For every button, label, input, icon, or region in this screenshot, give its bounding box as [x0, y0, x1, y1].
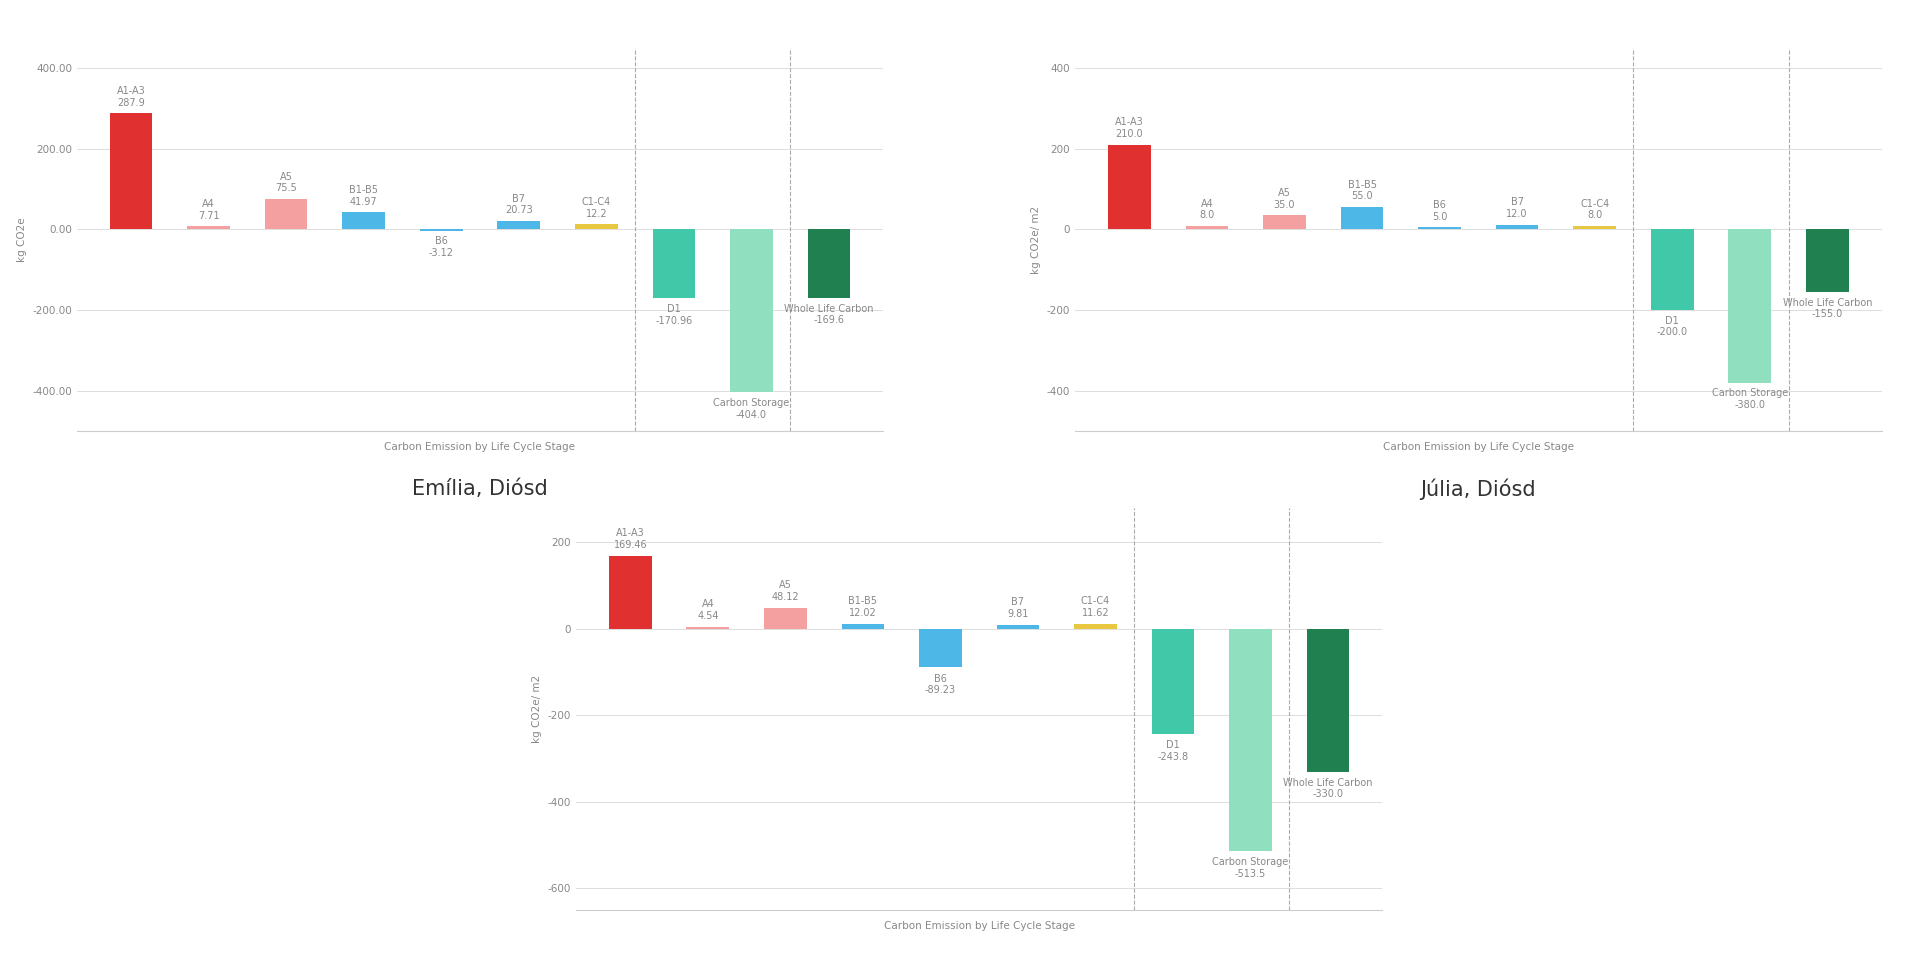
Text: A5
75.5: A5 75.5 — [275, 171, 298, 194]
Text: B1-B5
41.97: B1-B5 41.97 — [349, 185, 378, 207]
Bar — [808, 229, 851, 298]
Text: C1-C4
11.62: C1-C4 11.62 — [1081, 596, 1110, 618]
Bar — [1152, 628, 1194, 735]
Text: Júlia, Diósd: Júlia, Diósd — [1421, 479, 1536, 500]
Bar — [653, 229, 695, 298]
Bar — [1419, 227, 1461, 229]
Bar — [420, 229, 463, 231]
Text: B6
-89.23: B6 -89.23 — [925, 673, 956, 696]
Bar — [996, 625, 1039, 628]
Bar — [188, 226, 230, 229]
Bar — [920, 628, 962, 668]
Bar — [1308, 628, 1350, 771]
Text: A1-A3
210.0: A1-A3 210.0 — [1116, 118, 1144, 139]
Bar — [1651, 229, 1693, 310]
Bar — [1187, 226, 1229, 229]
Text: A1-A3
287.9: A1-A3 287.9 — [117, 86, 146, 107]
Y-axis label: kg CO2e/ m2: kg CO2e/ m2 — [532, 674, 541, 743]
Bar — [1340, 207, 1384, 229]
Text: D1
-243.8: D1 -243.8 — [1158, 741, 1188, 762]
Bar — [1807, 229, 1849, 292]
X-axis label: Carbon Emission by Life Cycle Stage: Carbon Emission by Life Cycle Stage — [1382, 443, 1574, 452]
Text: Emília, Diósd: Emília, Diósd — [413, 479, 547, 499]
Text: A5
35.0: A5 35.0 — [1273, 188, 1296, 210]
Text: B7
20.73: B7 20.73 — [505, 194, 532, 216]
Text: Whole Life Carbon
-169.6: Whole Life Carbon -169.6 — [783, 304, 874, 325]
Bar — [1496, 224, 1538, 229]
Text: C1-C4
12.2: C1-C4 12.2 — [582, 197, 611, 218]
Bar — [109, 113, 152, 229]
Text: A1-A3
169.46: A1-A3 169.46 — [614, 528, 647, 550]
Bar — [1572, 226, 1617, 229]
Bar — [342, 213, 386, 229]
Bar — [574, 224, 618, 229]
Y-axis label: kg CO2e/ m2: kg CO2e/ m2 — [1031, 205, 1041, 274]
Bar — [764, 608, 806, 628]
Text: A4
4.54: A4 4.54 — [697, 600, 718, 621]
Bar — [730, 229, 772, 393]
Text: Carbon Storage
-404.0: Carbon Storage -404.0 — [712, 399, 789, 420]
Text: Whole Life Carbon
-330.0: Whole Life Carbon -330.0 — [1283, 778, 1373, 799]
Bar — [1728, 229, 1770, 382]
X-axis label: Carbon Emission by Life Cycle Stage: Carbon Emission by Life Cycle Stage — [883, 922, 1075, 931]
Text: C1-C4
8.0: C1-C4 8.0 — [1580, 199, 1609, 220]
Text: Whole Life Carbon
-155.0: Whole Life Carbon -155.0 — [1782, 298, 1872, 319]
Text: Carbon Storage
-380.0: Carbon Storage -380.0 — [1711, 388, 1788, 410]
Text: A4
7.71: A4 7.71 — [198, 199, 219, 220]
X-axis label: Carbon Emission by Life Cycle Stage: Carbon Emission by Life Cycle Stage — [384, 443, 576, 452]
Bar — [1263, 216, 1306, 229]
Text: D1
-170.96: D1 -170.96 — [655, 304, 693, 326]
Text: B6
-3.12: B6 -3.12 — [428, 237, 453, 258]
Text: B1-B5
55.0: B1-B5 55.0 — [1348, 180, 1377, 201]
Bar — [265, 199, 307, 229]
Text: B1-B5
12.02: B1-B5 12.02 — [849, 596, 877, 618]
Text: B6
5.0: B6 5.0 — [1432, 200, 1448, 221]
Bar — [841, 624, 885, 628]
Text: B7
12.0: B7 12.0 — [1507, 197, 1528, 218]
Text: B7
9.81: B7 9.81 — [1008, 597, 1029, 619]
Bar — [687, 627, 730, 628]
Y-axis label: kg CO2e: kg CO2e — [17, 217, 27, 262]
Bar — [1073, 624, 1117, 628]
Text: D1
-200.0: D1 -200.0 — [1657, 316, 1688, 337]
Bar — [497, 221, 540, 229]
Text: A4
8.0: A4 8.0 — [1200, 199, 1215, 220]
Text: Carbon Storage
-513.5: Carbon Storage -513.5 — [1212, 857, 1288, 878]
Bar — [1108, 145, 1150, 229]
Bar — [1229, 628, 1271, 851]
Bar — [609, 556, 651, 628]
Text: A5
48.12: A5 48.12 — [772, 581, 799, 602]
